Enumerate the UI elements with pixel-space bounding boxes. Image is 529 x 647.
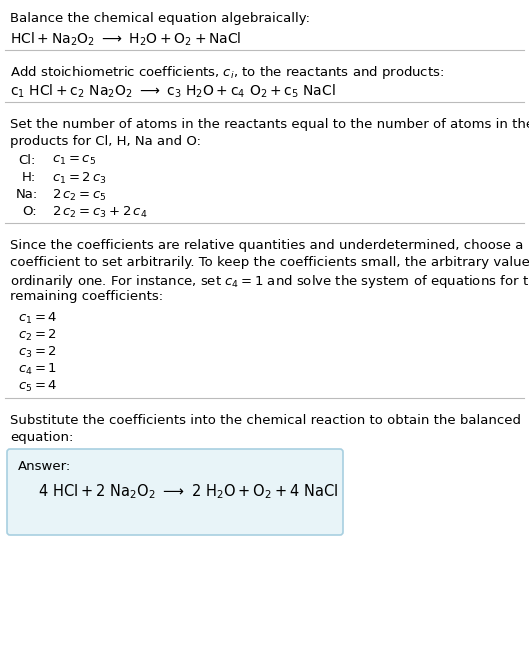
Text: $c_3 = 2$: $c_3 = 2$: [18, 345, 57, 360]
Text: $c_5 = 4$: $c_5 = 4$: [18, 379, 58, 394]
FancyBboxPatch shape: [7, 449, 343, 535]
Text: ordinarily one. For instance, set $c_4 = 1$ and solve the system of equations fo: ordinarily one. For instance, set $c_4 =…: [10, 273, 529, 290]
Text: Balance the chemical equation algebraically:: Balance the chemical equation algebraica…: [10, 12, 310, 25]
Text: $\mathrm{c_1\ HCl + c_2\ Na_2O_2 \ \longrightarrow \ c_3\ H_2O + c_4\ O_2 + c_5\: $\mathrm{c_1\ HCl + c_2\ Na_2O_2 \ \long…: [10, 83, 336, 100]
Text: $c_1 = 4$: $c_1 = 4$: [18, 311, 58, 326]
Text: $c_1 = c_5$: $c_1 = c_5$: [52, 154, 96, 167]
Text: O:: O:: [22, 205, 37, 218]
Text: Substitute the coefficients into the chemical reaction to obtain the balanced: Substitute the coefficients into the che…: [10, 414, 521, 427]
Text: $c_4 = 1$: $c_4 = 1$: [18, 362, 57, 377]
Text: Since the coefficients are relative quantities and underdetermined, choose a: Since the coefficients are relative quan…: [10, 239, 523, 252]
Text: equation:: equation:: [10, 431, 74, 444]
Text: Na:: Na:: [16, 188, 38, 201]
Text: H:: H:: [22, 171, 37, 184]
Text: $2\,c_2 = c_3 + 2\,c_4$: $2\,c_2 = c_3 + 2\,c_4$: [52, 205, 148, 220]
Text: $2\,c_2 = c_5$: $2\,c_2 = c_5$: [52, 188, 107, 203]
Text: Answer:: Answer:: [18, 460, 71, 473]
Text: Set the number of atoms in the reactants equal to the number of atoms in the: Set the number of atoms in the reactants…: [10, 118, 529, 131]
Text: $c_2 = 2$: $c_2 = 2$: [18, 328, 57, 343]
Text: Cl:: Cl:: [18, 154, 35, 167]
Text: $\mathrm{HCl + Na_2O_2 \ \longrightarrow \ H_2O + O_2 + NaCl}$: $\mathrm{HCl + Na_2O_2 \ \longrightarrow…: [10, 31, 241, 49]
Text: $\mathrm{4\ HCl + 2\ Na_2O_2 \ \longrightarrow \ 2\ H_2O + O_2 + 4\ NaCl}$: $\mathrm{4\ HCl + 2\ Na_2O_2 \ \longrigh…: [38, 482, 339, 501]
Text: $c_1 = 2\,c_3$: $c_1 = 2\,c_3$: [52, 171, 107, 186]
Text: Add stoichiometric coefficients, $c_i$, to the reactants and products:: Add stoichiometric coefficients, $c_i$, …: [10, 64, 444, 81]
Text: products for Cl, H, Na and O:: products for Cl, H, Na and O:: [10, 135, 201, 148]
Text: coefficient to set arbitrarily. To keep the coefficients small, the arbitrary va: coefficient to set arbitrarily. To keep …: [10, 256, 529, 269]
Text: remaining coefficients:: remaining coefficients:: [10, 290, 163, 303]
